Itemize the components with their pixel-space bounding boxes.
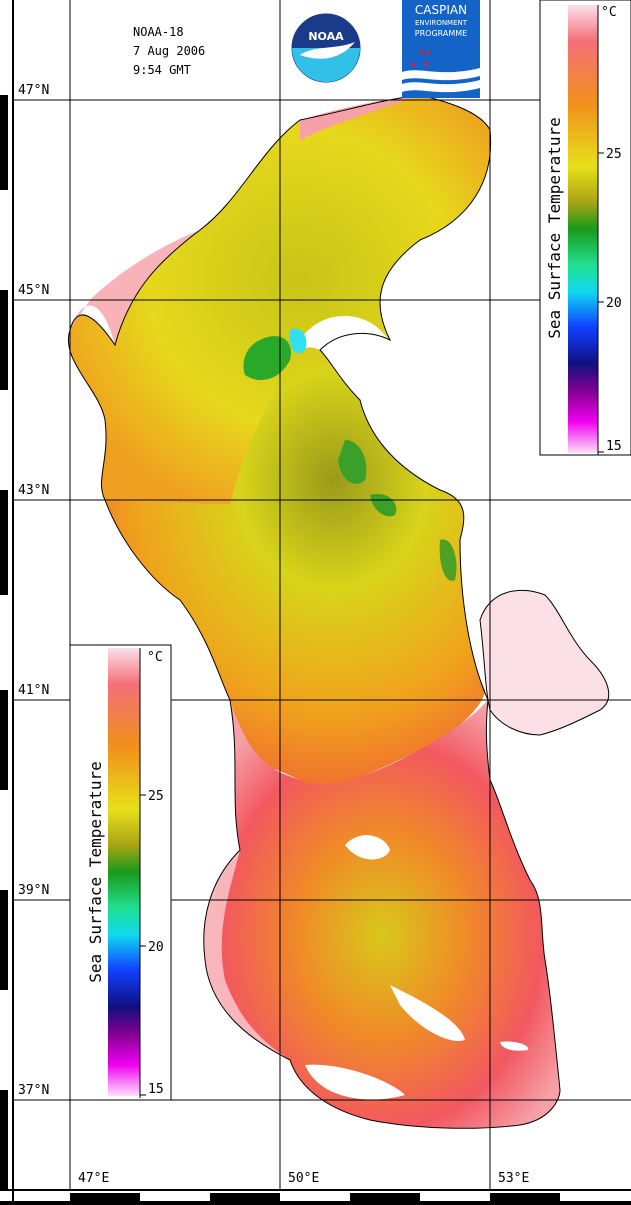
colorbar-bottom-tick: 15 bbox=[148, 1082, 164, 1097]
time-label: 9:54 GMT bbox=[133, 63, 191, 77]
lat-label: 43°N bbox=[18, 483, 49, 498]
colorbar-top-unit: °C bbox=[601, 5, 617, 20]
colorbar-bottom-tick: 20 bbox=[148, 940, 164, 955]
colorbar-top-title: Sea Surface Temperature bbox=[545, 117, 564, 339]
noaa-logo: NOAA bbox=[291, 13, 361, 83]
latitude-labels: 47°N 45°N 43°N 41°N 39°N 37°N bbox=[16, 80, 60, 1098]
colorbar-bottom-title: Sea Surface Temperature bbox=[86, 761, 105, 983]
colorbar-top-ramp bbox=[568, 5, 598, 453]
lon-label: 53°E bbox=[498, 1171, 529, 1186]
colorbar-top-tick: 25 bbox=[606, 147, 622, 162]
star-icon: ★★ bbox=[418, 45, 432, 58]
noaa-logo-text: NOAA bbox=[308, 30, 344, 43]
longitude-labels: 47°E 50°E 53°E bbox=[78, 1171, 529, 1186]
lat-label: 45°N bbox=[18, 283, 49, 298]
left-scale-ticks bbox=[0, 0, 14, 1201]
colorbar-top-tick: 15 bbox=[606, 439, 622, 454]
colorbar-bottom: °C 25 20 15 Sea Surface Temperature bbox=[69, 644, 172, 1101]
lat-label: 39°N bbox=[18, 883, 49, 898]
cep-line2: ENVIRONMENT bbox=[415, 19, 468, 27]
colorbar-top: °C 25 20 15 Sea Surface Temperature bbox=[539, 0, 631, 456]
lat-label: 37°N bbox=[18, 1083, 49, 1098]
bottom-scale-ticks bbox=[0, 1189, 631, 1201]
header-text: NOAA-18 7 Aug 2006 9:54 GMT bbox=[133, 25, 205, 77]
colorbar-top-tick: 20 bbox=[606, 296, 622, 311]
cep-line3: PROGRAMME bbox=[415, 29, 467, 38]
lon-label: 47°E bbox=[78, 1171, 109, 1186]
lat-label: 47°N bbox=[18, 83, 49, 98]
cep-line1: CASPIAN bbox=[415, 3, 467, 17]
colorbar-bottom-tick: 25 bbox=[148, 789, 164, 804]
colorbar-bottom-unit: °C bbox=[147, 650, 163, 665]
lon-label: 50°E bbox=[288, 1171, 319, 1186]
colorbar-bottom-ramp bbox=[108, 648, 140, 1096]
date-label: 7 Aug 2006 bbox=[133, 44, 205, 58]
star-icon: ★ ★ bbox=[410, 57, 430, 70]
cep-logo: CASPIAN ENVIRONMENT PROGRAMME ★★ ★ ★ bbox=[402, 0, 480, 98]
lat-label: 41°N bbox=[18, 683, 49, 698]
satellite-label: NOAA-18 bbox=[133, 25, 184, 39]
